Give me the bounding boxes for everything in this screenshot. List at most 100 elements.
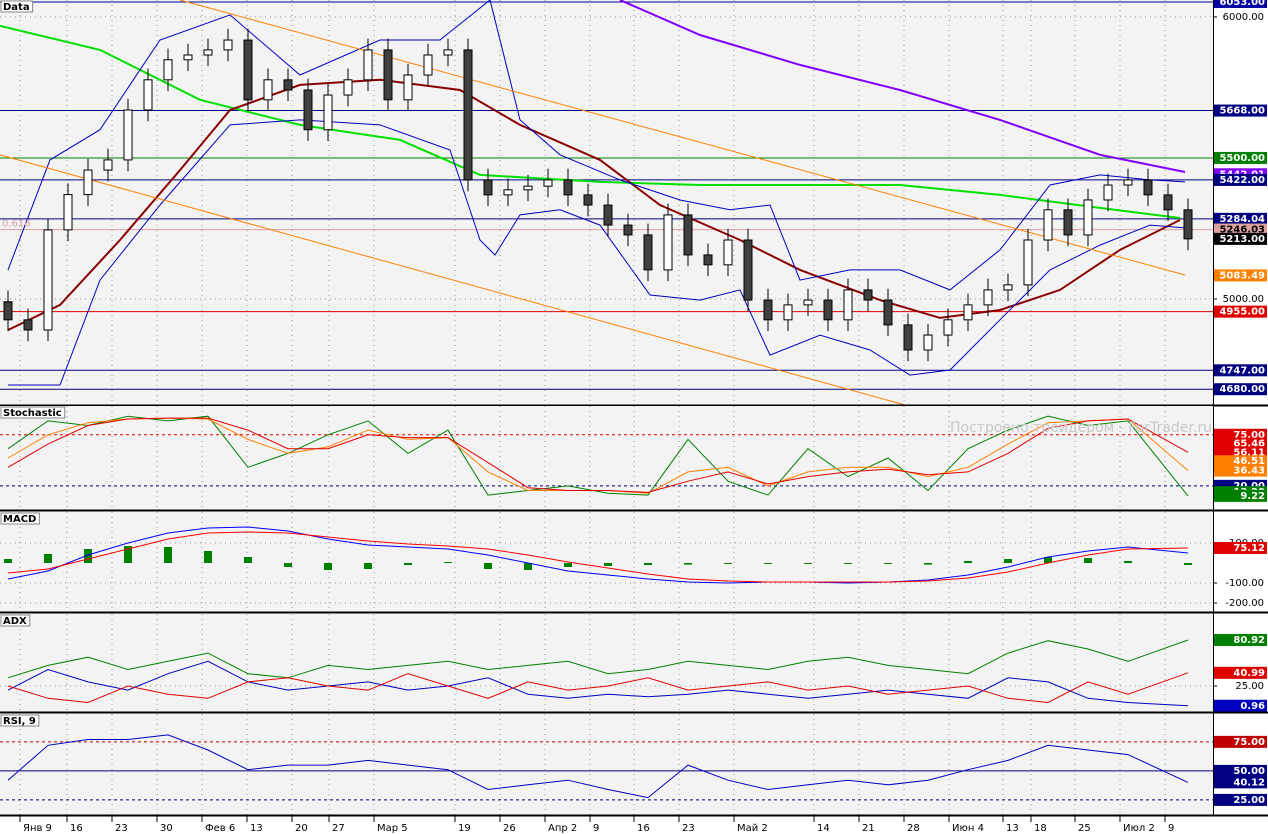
candle-body — [483, 179, 493, 196]
level-label: 65.46 — [1233, 439, 1265, 450]
candle-body — [843, 289, 853, 321]
candle-body — [603, 204, 613, 226]
candle-body — [223, 39, 233, 51]
level-label: 75.12 — [1233, 543, 1265, 554]
histogram-bar — [804, 563, 812, 564]
level-label: 5668.00 — [1219, 106, 1265, 117]
panel-title: ADX — [3, 616, 27, 627]
level-box — [1214, 764, 1267, 777]
x-tick-label: 26 — [503, 823, 516, 834]
x-tick-label: 16 — [70, 823, 83, 834]
candle-body — [463, 49, 473, 181]
panel-background — [0, 614, 1213, 712]
histogram-bar — [884, 563, 892, 564]
panel-title-box — [0, 714, 40, 727]
histogram-bar — [684, 563, 692, 565]
candle-body — [343, 79, 353, 96]
level-label: 5422.00 — [1219, 175, 1265, 186]
x-tick-label: Апр 2 — [548, 823, 577, 834]
x-tick-label: 23 — [682, 823, 695, 834]
candle-body — [1143, 179, 1153, 196]
indicator-line — [179, 0, 1186, 276]
candle-body — [763, 299, 773, 321]
histogram-bar — [44, 554, 52, 563]
level-label: 80.92 — [1233, 635, 1265, 646]
indicator-line — [0, 24, 1181, 219]
candle-body — [923, 334, 933, 351]
histogram-bar — [524, 563, 532, 570]
indicator-line — [7, 78, 1181, 331]
panel-background — [0, 0, 1213, 405]
level-box — [1214, 173, 1267, 186]
x-tick-label: 13 — [250, 823, 263, 834]
y-tick-label: 6000.00 — [1223, 12, 1264, 23]
histogram-bar — [1184, 563, 1192, 565]
x-tick-label: Июн 4 — [952, 823, 984, 834]
histogram-bar — [284, 563, 292, 567]
indicator-line — [619, 0, 1186, 173]
candle-body — [803, 299, 813, 306]
level-label: 25.00 — [1233, 795, 1265, 806]
histogram-bar — [484, 563, 492, 569]
x-tick-label: 14 — [817, 823, 830, 834]
panel-title-box — [0, 406, 66, 419]
level-box — [1214, 699, 1267, 712]
plot-area — [0, 614, 1213, 712]
candle-body — [1183, 209, 1193, 240]
histogram-bar — [124, 546, 132, 563]
candle-body — [1103, 184, 1113, 201]
level-box — [1214, 212, 1267, 225]
y-tick-label: 25.00 — [1235, 681, 1264, 692]
level-label: 5246.03 — [1219, 225, 1265, 236]
histogram-bar — [1004, 559, 1012, 563]
x-tick-label: Фев 6 — [205, 823, 235, 834]
level-box — [1214, 735, 1267, 748]
y-tick-label: 5000.00 — [1223, 294, 1264, 305]
level-label: 4955.00 — [1219, 307, 1265, 318]
level-box — [1214, 223, 1267, 236]
indicator-line — [7, 526, 1189, 584]
histogram-bar — [1044, 557, 1052, 563]
level-box — [1214, 541, 1267, 554]
level-box — [1214, 232, 1267, 245]
candle-body — [903, 324, 913, 351]
level-label: 40.99 — [1233, 668, 1265, 679]
panel-title: Stochastic — [3, 408, 62, 419]
histogram-bar — [164, 547, 172, 563]
x-tick-label: 19 — [458, 823, 471, 834]
x-tick-label: Июл 2 — [1123, 823, 1155, 834]
level-box — [1214, 0, 1267, 8]
candle-body — [623, 224, 633, 236]
level-label: 40.12 — [1233, 777, 1265, 788]
x-tick-label: 16 — [637, 823, 650, 834]
candle-body — [163, 59, 173, 81]
candle-body — [283, 79, 293, 91]
panel-title-box — [0, 0, 34, 13]
histogram-bar — [924, 563, 932, 565]
histogram-bar — [204, 551, 212, 563]
candle-body — [703, 254, 713, 266]
candle-body — [203, 49, 213, 56]
x-tick-label: 25 — [1078, 823, 1091, 834]
x-tick-label: Мар 5 — [377, 823, 408, 834]
level-label: 5083.49 — [1219, 270, 1265, 281]
histogram-bar — [1084, 558, 1092, 563]
candle-body — [1003, 284, 1013, 291]
candle-body — [1163, 194, 1173, 211]
candle-body — [263, 79, 273, 101]
plot-area — [0, 0, 1213, 405]
indicator-line — [7, 672, 1189, 704]
candle-body — [963, 304, 973, 321]
level-box — [1214, 305, 1267, 318]
candle-body — [83, 169, 93, 196]
histogram-bar — [564, 563, 572, 567]
histogram-bar — [444, 562, 452, 563]
candle-body — [823, 299, 833, 321]
x-tick-label: 20 — [295, 823, 308, 834]
histogram-bar — [724, 563, 732, 564]
level-label: 5500.00 — [1219, 153, 1265, 164]
x-tick-label: 27 — [332, 823, 345, 834]
candle-body — [943, 319, 953, 336]
histogram-bar — [324, 563, 332, 570]
histogram-bar — [764, 563, 772, 564]
